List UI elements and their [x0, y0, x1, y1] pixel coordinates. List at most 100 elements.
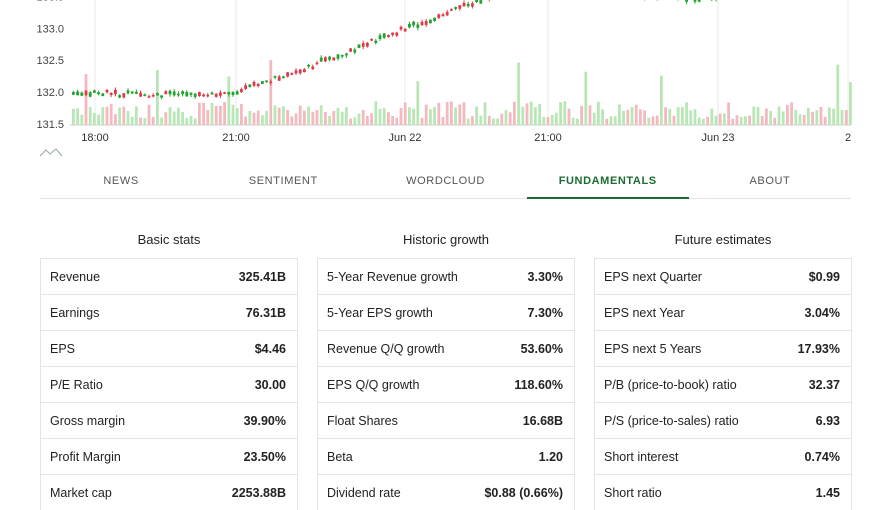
volume-bar [97, 114, 100, 125]
candle-body [328, 56, 331, 60]
row-value: 23.50% [243, 449, 286, 464]
volume-bar [378, 108, 382, 125]
candle-body [441, 14, 445, 17]
volume-bar [387, 112, 390, 125]
volume-bar [802, 114, 806, 125]
volume-bar [231, 104, 235, 125]
candle-body [294, 70, 298, 74]
candle-body [76, 91, 79, 96]
volume-bar [118, 107, 121, 125]
row-label: Short interest [604, 449, 679, 464]
row-label: 5-Year Revenue growth [327, 269, 458, 284]
volume-bar [647, 117, 651, 125]
card-title: Historic growth [403, 232, 489, 247]
candle-body [118, 95, 121, 98]
tab-wordcloud[interactable]: WORDCLOUD [406, 175, 485, 187]
volume-bar [353, 117, 357, 125]
y-tick-label: 132.5 [36, 55, 64, 67]
volume-bar [685, 102, 688, 125]
volume-bar [723, 113, 726, 125]
price-chart[interactable]: 133.5 133.0 132.5 132.0 131.5 18:00 21:00 Jun 2… [0, 0, 890, 160]
volume-bar [424, 104, 428, 125]
volume-bar [240, 104, 243, 125]
tab-fundamentals[interactable]: FUNDAMENTALS [526, 164, 690, 199]
candle-body [189, 92, 193, 95]
volume-bar [93, 113, 96, 125]
row-label: EPS Q/Q growth [327, 377, 420, 392]
candle-body [286, 72, 289, 77]
table-row: P/E Ratio 30.00 [41, 366, 297, 402]
volume-bar [550, 114, 554, 125]
volume-bar [126, 111, 130, 125]
candle-body [282, 76, 285, 79]
volume-bar [508, 112, 512, 125]
volume-bar [403, 102, 407, 125]
volume-bar [210, 102, 214, 125]
candle-body [93, 90, 96, 93]
tab-about[interactable]: ABOUT [749, 175, 791, 187]
candle-body [349, 48, 352, 52]
x-tick-label: 18:00 [81, 132, 109, 144]
volume-bar [185, 118, 189, 125]
volume-bar [588, 105, 592, 125]
volume-bar [219, 105, 222, 125]
candle-body [130, 91, 134, 94]
volume-bar [151, 117, 155, 125]
volume-bar [689, 110, 693, 125]
tab-news[interactable]: NEWS [103, 175, 139, 187]
candle-body [101, 93, 105, 97]
table-row: Short ratio 1.45 [595, 474, 851, 510]
candle-body [462, 2, 466, 7]
table-row: EPS next 5 Years 17.93% [595, 330, 851, 366]
row-value: $0.99 [808, 269, 840, 284]
volume-bar [525, 103, 529, 125]
volume-bar [88, 106, 92, 125]
volume-bar [357, 113, 361, 125]
volume-bar [135, 106, 138, 125]
candle-body [168, 90, 172, 95]
volume-bar [798, 114, 802, 125]
candle-body [122, 93, 126, 98]
volume-bar [706, 116, 709, 125]
candlestick-chart[interactable]: 133.5 133.0 132.5 132.0 131.5 18:00 21:00 Jun 2… [0, 0, 890, 160]
candle-body [366, 42, 369, 47]
volume-bar [454, 107, 457, 125]
tab-sentiment[interactable]: SENTIMENT [248, 175, 318, 187]
volume-bar [294, 113, 298, 125]
volume-bar [483, 102, 487, 125]
candle-body [185, 91, 189, 97]
candle-body [319, 57, 323, 62]
candle-body [466, 3, 470, 7]
volume-bar [160, 117, 163, 125]
volume-bar [265, 110, 268, 125]
volume-bar [429, 109, 432, 125]
candle-body [252, 81, 256, 86]
candle-body [105, 89, 109, 93]
row-value: 76.31B [245, 305, 286, 320]
volume-bar [807, 107, 810, 125]
volume-bar [420, 117, 424, 125]
volume-bar [580, 106, 583, 125]
volume-bar [555, 112, 558, 125]
candle-body [210, 92, 214, 95]
candle-body [374, 40, 378, 44]
volume-bar [214, 105, 218, 125]
volume-bar [361, 109, 365, 125]
candle-body [378, 35, 382, 39]
volume-bar [844, 110, 848, 125]
volume-bar [244, 116, 247, 125]
candle-body [248, 84, 252, 87]
candle-body [139, 92, 142, 97]
volume-bar [332, 110, 336, 125]
row-label: P/S (price-to-sales) ratio [604, 413, 739, 428]
candle-body [202, 94, 205, 97]
volume-bar [613, 116, 617, 125]
volume-bar [702, 118, 705, 125]
candle-body [97, 92, 100, 95]
candle-body [88, 92, 92, 97]
candle-body [269, 81, 273, 83]
volume-bar [760, 115, 764, 125]
volume-bar [366, 115, 369, 125]
candle-body [345, 53, 348, 56]
future-estimates-card: Future estimates EPS next Quarter $0.99 E… [594, 222, 852, 510]
